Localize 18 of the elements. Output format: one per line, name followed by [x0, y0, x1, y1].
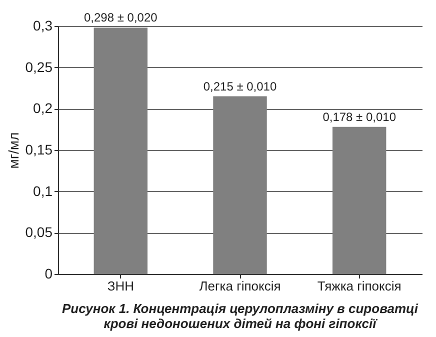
y-axis-title: мг/мл [5, 132, 22, 169]
x-tick-label: ЗНН [107, 278, 134, 294]
bar [213, 96, 267, 274]
y-tick-label: 0 [44, 266, 53, 282]
data-label: 0,215 ± 0,010 [203, 79, 277, 94]
data-label: 0,298 ± 0,020 [84, 10, 158, 25]
x-tick-label: Легка гіпоксія [199, 278, 281, 294]
text: Рисунок 1. Концентрація церулоплазміну в сироватці крові недоношених дітей на фоні гіпоксії [62, 301, 418, 331]
bar [94, 28, 148, 274]
x-tick-label: Тяжка гіпоксія [317, 278, 402, 294]
y-tick-label: 0,15 [25, 142, 53, 158]
y-tick-label: 0,25 [25, 58, 53, 75]
bar [332, 126, 386, 274]
y-tick-label: 0,2 [33, 100, 53, 116]
y-tick-label: 0,05 [25, 224, 53, 240]
y-tick-label: 0,1 [33, 182, 53, 199]
data-label: 0,178 ± 0,010 [322, 110, 396, 124]
y-tick-label: 0,3 [33, 18, 53, 34]
